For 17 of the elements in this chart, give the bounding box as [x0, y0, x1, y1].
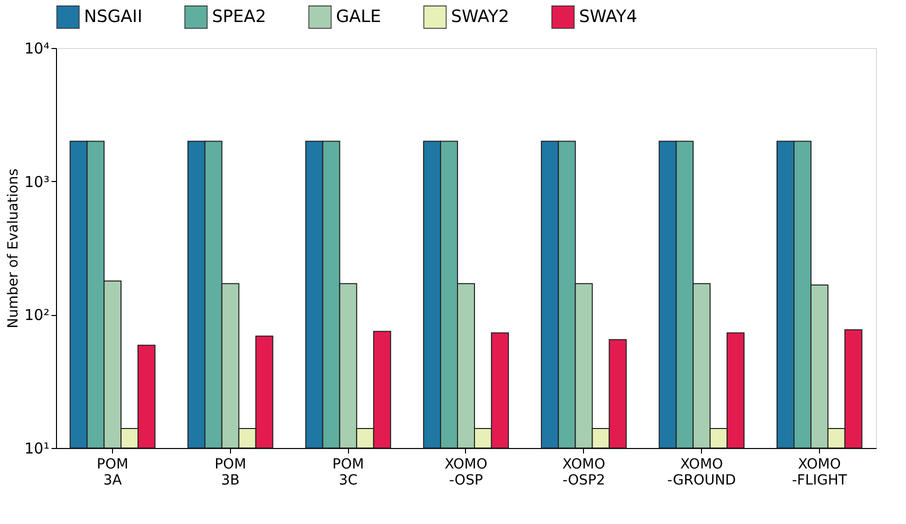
legend-label: GALE [336, 7, 382, 28]
x-tick-label: XOMO -GROUND [667, 456, 736, 488]
y-axis-title: Number of Evaluations [5, 168, 22, 328]
y-tick-label: 10⁴ [24, 40, 50, 58]
legend-label: NSGAII [84, 7, 142, 28]
x-tick-label: XOMO -OSP2 [562, 456, 606, 488]
x-tick-label: POM 3A [96, 456, 128, 488]
legend-label: SWAY2 [451, 7, 510, 28]
legend-label: SWAY4 [579, 7, 638, 28]
legend-label: SPEA2 [212, 7, 266, 28]
x-tick-label: XOMO -OSP [444, 456, 488, 488]
y-tick-label: 10² [24, 306, 50, 324]
y-tick-label: 10³ [24, 172, 50, 191]
x-tick-label: XOMO -FLIGHT [792, 456, 848, 488]
y-tick-label: 10¹ [24, 440, 50, 458]
x-tick-label: POM 3C [332, 456, 364, 488]
x-tick-label: POM 3B [214, 456, 246, 488]
